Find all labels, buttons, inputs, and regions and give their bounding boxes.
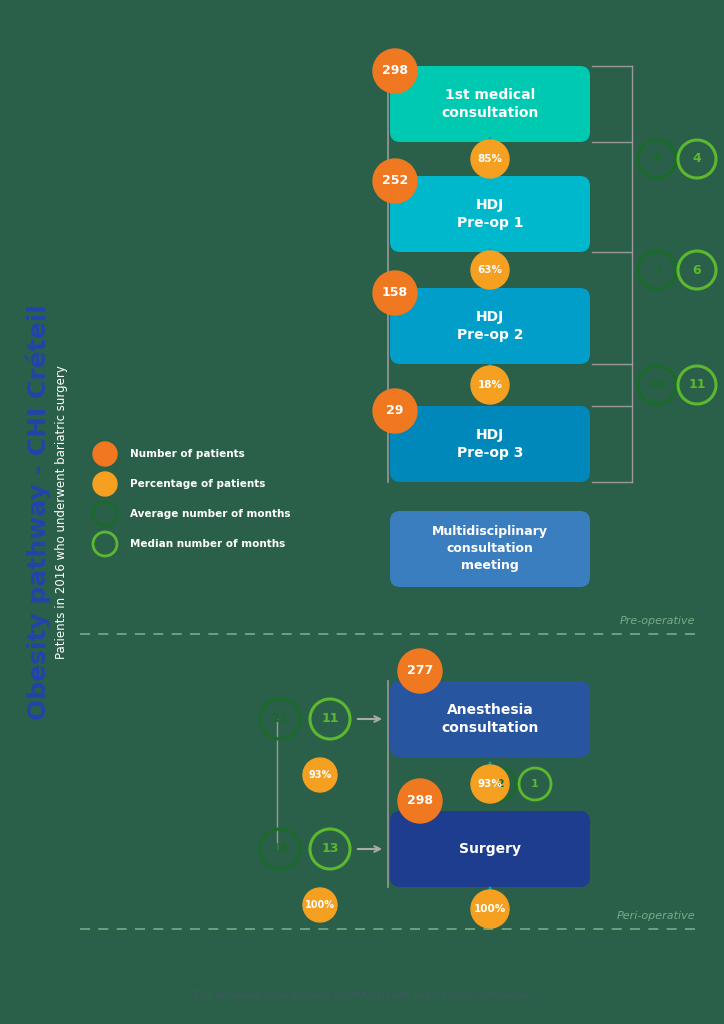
FancyBboxPatch shape [390, 681, 590, 757]
Circle shape [471, 140, 509, 178]
Text: Peri-operative: Peri-operative [616, 911, 695, 921]
FancyBboxPatch shape [390, 406, 590, 482]
FancyBboxPatch shape [390, 811, 590, 887]
Text: 2: 2 [496, 779, 504, 790]
Circle shape [373, 271, 417, 315]
Circle shape [373, 389, 417, 433]
Text: 63%: 63% [478, 265, 502, 275]
Text: 1st medical
consultation: 1st medical consultation [442, 88, 539, 120]
Text: 93%: 93% [478, 779, 502, 790]
Text: 252: 252 [382, 174, 408, 187]
Text: 11: 11 [272, 713, 289, 725]
Text: 298: 298 [407, 795, 433, 808]
Circle shape [471, 251, 509, 289]
Text: 4: 4 [652, 153, 662, 166]
Text: HDJ
Pre-op 2: HDJ Pre-op 2 [457, 310, 523, 342]
Text: 29: 29 [387, 404, 404, 418]
Circle shape [471, 765, 509, 803]
Text: 7: 7 [652, 263, 662, 276]
Text: HDJ
Pre-op 1: HDJ Pre-op 1 [457, 198, 523, 230]
Text: Multidisciplinary
consultation
meeting: Multidisciplinary consultation meeting [432, 525, 548, 572]
Text: This document is the property of KADUCEO SAS and is strictly confidential: This document is the property of KADUCEO… [194, 991, 530, 1000]
FancyBboxPatch shape [390, 176, 590, 252]
Text: 10: 10 [648, 379, 666, 391]
Circle shape [471, 366, 509, 404]
Text: 100%: 100% [474, 904, 506, 914]
Text: 11: 11 [321, 713, 339, 725]
Text: Number of patients: Number of patients [130, 449, 245, 459]
Text: 100%: 100% [305, 900, 335, 910]
Text: 277: 277 [407, 665, 433, 678]
Text: Surgery: Surgery [459, 842, 521, 856]
Circle shape [303, 888, 337, 922]
Circle shape [303, 758, 337, 792]
Text: Median number of months: Median number of months [130, 539, 285, 549]
Text: Percentage of patients: Percentage of patients [130, 479, 266, 489]
Text: HDJ
Pre-op 3: HDJ Pre-op 3 [457, 428, 523, 460]
Circle shape [373, 49, 417, 93]
Text: Pre-operative: Pre-operative [620, 616, 695, 626]
Circle shape [373, 159, 417, 203]
Circle shape [93, 442, 117, 466]
Circle shape [471, 890, 509, 928]
Text: 11: 11 [689, 379, 706, 391]
Text: 4: 4 [693, 153, 702, 166]
Text: Anesthesia
consultation: Anesthesia consultation [442, 702, 539, 735]
FancyBboxPatch shape [390, 511, 590, 587]
Text: Obesity pathway - CHI Créteil: Obesity pathway - CHI Créteil [25, 304, 51, 720]
Circle shape [93, 472, 117, 496]
FancyBboxPatch shape [390, 288, 590, 364]
Circle shape [398, 649, 442, 693]
Text: 6: 6 [693, 263, 702, 276]
Text: 13: 13 [272, 843, 289, 855]
Text: 13: 13 [321, 843, 339, 855]
Text: 1: 1 [531, 779, 539, 790]
FancyBboxPatch shape [390, 66, 590, 142]
Text: 158: 158 [382, 287, 408, 299]
Text: Patients in 2016 who underwent bariatric surgery: Patients in 2016 who underwent bariatric… [56, 366, 69, 658]
Text: Average number of months: Average number of months [130, 509, 290, 519]
Circle shape [398, 779, 442, 823]
Text: 298: 298 [382, 65, 408, 78]
Text: 85%: 85% [478, 154, 502, 164]
Text: 18%: 18% [478, 380, 502, 390]
Text: 93%: 93% [308, 770, 332, 780]
